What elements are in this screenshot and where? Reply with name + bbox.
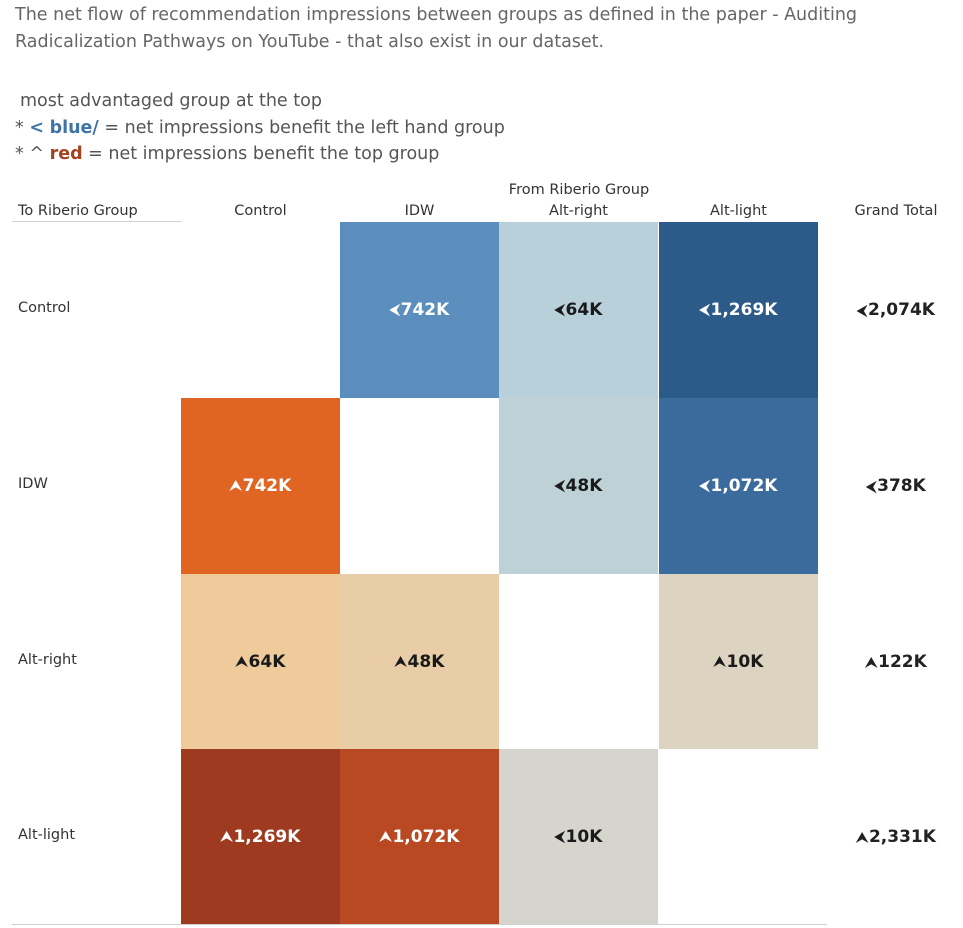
grand-total-idw: ⮜378K (866, 476, 926, 496)
column-header-alt-light: Alt-light (709, 203, 768, 219)
heatmap-cell-alt-right-control: ⮝ 64K (181, 574, 340, 749)
left-arrow-icon: ⮜ (554, 828, 565, 845)
legend-up-arrow-icon: ^ (29, 144, 44, 164)
total-value: 2,074K (868, 300, 935, 320)
heatmap-cell-alt-light-control: ⮝ 1,269K (181, 749, 340, 924)
up-arrow-icon: ⮝ (235, 653, 248, 670)
up-arrow-icon: ⮝ (229, 478, 242, 494)
legend-line-1: most advantaged group at the top (20, 91, 322, 111)
left-arrow-icon: ⮜ (857, 303, 867, 319)
heatmap-cell-control-alt-right: ⮜ 64K (499, 222, 658, 398)
legend-blue-keyword: blue/ (49, 118, 99, 138)
row-label-alt-light: Alt-light (18, 826, 76, 843)
column-group-header: From Riberio Group (508, 182, 650, 198)
left-arrow-icon: ⮜ (554, 478, 565, 494)
cell-value: 1,072K (392, 826, 460, 847)
legend-line-3: * ^ red = net impressions benefit the to… (15, 144, 439, 164)
grand-total-header: Grand Total (854, 203, 938, 219)
legend-blue-text: = net impressions benefit the left hand … (98, 118, 505, 138)
left-arrow-icon: ⮜ (699, 302, 710, 318)
up-arrow-icon: ⮝ (379, 828, 392, 845)
legend-prefix: * (15, 118, 30, 138)
left-arrow-icon: ⮜ (389, 302, 400, 318)
heatmap-cell-control-idw: ⮜ 742K (340, 222, 499, 398)
up-arrow-icon: ⮝ (220, 828, 233, 845)
legend-left-arrow-icon: < (29, 118, 44, 138)
cell-value: 10K (726, 651, 764, 672)
heatmap-cell-control-alt-light: ⮜ 1,269K (659, 222, 818, 398)
cell-value: 48K (565, 476, 603, 496)
total-value: 122K (878, 651, 927, 672)
cell-value: 1,269K (710, 300, 778, 320)
total-value: 2,331K (868, 826, 936, 847)
heatmap-cell-idw-control: ⮝ 742K (181, 398, 340, 574)
row-group-header: To Riberio Group (18, 203, 138, 219)
cell-value: 10K (565, 826, 603, 847)
left-arrow-icon: ⮜ (699, 478, 710, 494)
heatmap-cell-idw-alt-right: ⮜ 48K (499, 398, 658, 574)
up-arrow-icon: ⮝ (394, 653, 407, 670)
column-header-control: Control (234, 203, 287, 219)
up-arrow-icon: ⮝ (856, 829, 868, 846)
heatmap-cell-alt-light-idw: ⮝ 1,072K (340, 749, 499, 924)
heatmap-cell-idw-alt-light: ⮜ 1,072K (659, 398, 818, 574)
left-arrow-icon: ⮜ (554, 302, 565, 318)
cell-value: 64K (565, 300, 603, 320)
cell-value: 48K (407, 651, 445, 672)
total-value: 378K (877, 476, 926, 496)
up-arrow-icon: ⮝ (865, 654, 878, 671)
cell-value: 1,269K (233, 826, 301, 847)
grand-total-alt-right: ⮝122K (865, 652, 927, 672)
cell-value: 64K (248, 651, 286, 672)
bottom-divider (12, 924, 827, 925)
row-label-idw: IDW (18, 476, 48, 492)
legend-line-2: * < blue/ = net impressions benefit the … (15, 118, 505, 138)
cell-value: 742K (400, 300, 450, 320)
legend-red-text: = net impressions benefit the top group (82, 144, 440, 164)
legend-prefix: * (15, 144, 30, 164)
heatmap-cell-alt-right-idw: ⮝ 48K (340, 574, 499, 749)
legend-red-keyword: red (49, 144, 83, 164)
column-header-alt-right: Alt-right (549, 203, 608, 219)
grand-total-alt-light: ⮝2,331K (856, 827, 936, 847)
up-arrow-icon: ⮝ (713, 653, 726, 670)
row-label-control: Control (18, 300, 71, 316)
heatmap-cell-alt-light-alt-right: ⮜ 10K (499, 749, 658, 924)
grand-total-control: ⮜2,074K (857, 300, 935, 320)
left-arrow-icon: ⮜ (866, 479, 877, 495)
cell-value: 742K (242, 476, 292, 496)
cell-value: 1,072K (710, 476, 778, 496)
header-divider (12, 221, 181, 222)
column-header-idw: IDW (404, 203, 435, 219)
row-label-alt-right: Alt-right (18, 651, 77, 668)
heatmap-cell-alt-right-alt-light: ⮝ 10K (659, 574, 818, 749)
chart-description: The net flow of recommendation impressio… (15, 5, 858, 52)
